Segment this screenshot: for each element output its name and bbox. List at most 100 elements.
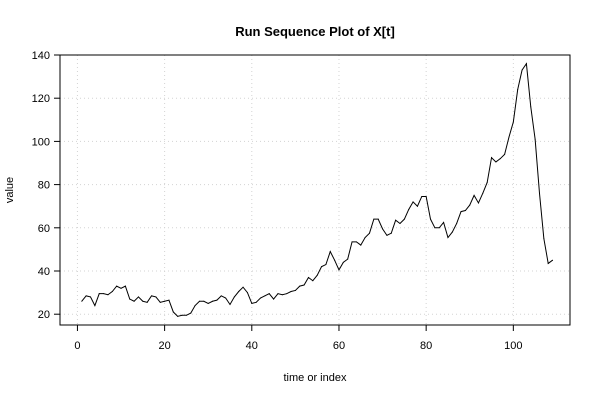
data-point xyxy=(303,284,305,286)
data-point xyxy=(146,301,148,303)
data-point xyxy=(534,138,536,140)
data-point xyxy=(120,287,122,289)
data-point xyxy=(207,302,209,304)
series-layer xyxy=(81,62,554,317)
data-point xyxy=(273,298,275,300)
data-point xyxy=(390,232,392,234)
data-point xyxy=(360,244,362,246)
data-point xyxy=(286,293,288,295)
x-tick-label-3: 60 xyxy=(333,340,345,352)
data-point xyxy=(242,286,244,288)
data-point xyxy=(334,259,336,261)
data-point xyxy=(382,228,384,230)
y-axis: 20 40 60 80 100 120 140 xyxy=(32,50,60,321)
data-point xyxy=(438,227,440,229)
data-point xyxy=(107,294,109,296)
data-point xyxy=(364,237,366,239)
data-point xyxy=(260,297,262,299)
data-point xyxy=(321,266,323,268)
data-point xyxy=(142,300,144,302)
data-point xyxy=(312,280,314,282)
data-point xyxy=(530,106,532,108)
data-point xyxy=(386,234,388,236)
data-point xyxy=(517,89,519,91)
series-line-0 xyxy=(81,62,553,317)
data-point xyxy=(430,218,432,220)
data-point xyxy=(129,298,131,300)
data-point xyxy=(395,219,397,221)
data-point xyxy=(290,291,292,293)
data-point xyxy=(90,296,92,298)
data-point xyxy=(172,311,174,313)
data-point xyxy=(525,63,527,65)
data-point xyxy=(469,204,471,206)
x-axis: 0 20 40 60 80 100 xyxy=(74,325,523,352)
data-point xyxy=(451,231,453,233)
data-point xyxy=(94,305,96,307)
y-tick-label-6: 140 xyxy=(32,50,50,62)
x-tick-label-2: 40 xyxy=(246,340,258,352)
data-point xyxy=(299,285,301,287)
data-point xyxy=(194,305,196,307)
data-point xyxy=(543,238,545,240)
data-point xyxy=(155,296,157,298)
data-point xyxy=(233,296,235,298)
y-tick-label-5: 120 xyxy=(32,93,50,105)
data-point xyxy=(151,295,153,297)
data-point xyxy=(229,303,231,305)
data-point xyxy=(499,158,501,160)
data-point xyxy=(198,300,200,302)
data-point xyxy=(124,285,126,287)
data-point xyxy=(538,192,540,194)
data-point xyxy=(377,218,379,220)
data-point xyxy=(246,292,248,294)
data-point xyxy=(81,300,83,302)
data-point xyxy=(177,315,179,317)
y-tick-label-0: 20 xyxy=(38,309,50,321)
data-point xyxy=(347,258,349,260)
data-point xyxy=(491,157,493,159)
data-point xyxy=(111,291,113,293)
data-point xyxy=(264,295,266,297)
data-point xyxy=(98,293,100,295)
data-point xyxy=(504,153,506,155)
data-point xyxy=(447,237,449,239)
data-point xyxy=(456,222,458,224)
data-point xyxy=(203,300,205,302)
data-point xyxy=(294,289,296,291)
data-point xyxy=(355,241,357,243)
x-tick-label-1: 20 xyxy=(158,340,170,352)
data-point xyxy=(325,264,327,266)
data-point xyxy=(547,262,549,264)
data-point xyxy=(408,208,410,210)
data-point xyxy=(116,285,118,287)
data-point xyxy=(307,276,309,278)
y-axis-label: value xyxy=(4,177,16,203)
y-tick-label-2: 60 xyxy=(38,223,50,235)
data-point xyxy=(316,274,318,276)
data-point xyxy=(508,136,510,138)
y-tick-label-3: 80 xyxy=(38,180,50,192)
data-point xyxy=(168,299,170,301)
x-tick-label-0: 0 xyxy=(74,340,80,352)
data-point xyxy=(338,269,340,271)
data-point xyxy=(238,291,240,293)
data-point xyxy=(281,294,283,296)
data-point xyxy=(434,227,436,229)
data-point xyxy=(477,202,479,204)
data-point xyxy=(521,69,523,71)
data-point xyxy=(403,218,405,220)
data-point xyxy=(190,312,192,314)
data-point xyxy=(552,259,554,261)
data-point xyxy=(137,296,139,298)
data-point xyxy=(368,232,370,234)
data-point xyxy=(416,205,418,207)
data-point xyxy=(482,192,484,194)
data-point xyxy=(329,251,331,253)
data-point xyxy=(425,195,427,197)
data-point xyxy=(268,293,270,295)
data-point xyxy=(133,300,135,302)
data-point xyxy=(212,300,214,302)
